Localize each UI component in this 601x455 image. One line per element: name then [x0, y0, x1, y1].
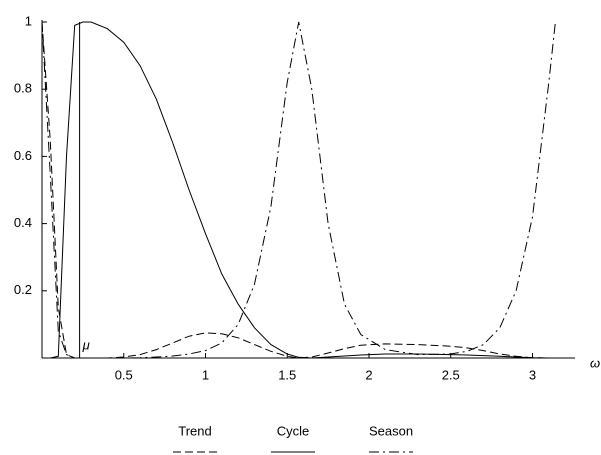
y-tick-label: 0.8 — [14, 81, 32, 96]
x-tick-label: 2.5 — [442, 367, 460, 382]
series-line — [41, 21, 556, 359]
y-tick-label: 0.4 — [14, 215, 32, 230]
series-line — [41, 21, 556, 359]
y-tick-label: 0.2 — [14, 282, 32, 297]
x-tick-label: 1.5 — [278, 367, 296, 382]
x-tick-label: 2 — [365, 367, 372, 382]
x-tick-label: 3 — [529, 367, 536, 382]
x-tick-label: 0.5 — [115, 367, 133, 382]
y-tick-label: 1 — [25, 13, 32, 28]
legend-label: Trend — [178, 423, 211, 438]
marker-label: μ — [82, 337, 90, 352]
y-tick-label: 0.6 — [14, 148, 32, 163]
legend-label: Cycle — [277, 423, 310, 438]
series-line — [42, 21, 556, 359]
x-tick-label: 1 — [202, 367, 209, 382]
x-axis-label: ω — [590, 355, 600, 370]
legend-label: Season — [369, 423, 413, 438]
